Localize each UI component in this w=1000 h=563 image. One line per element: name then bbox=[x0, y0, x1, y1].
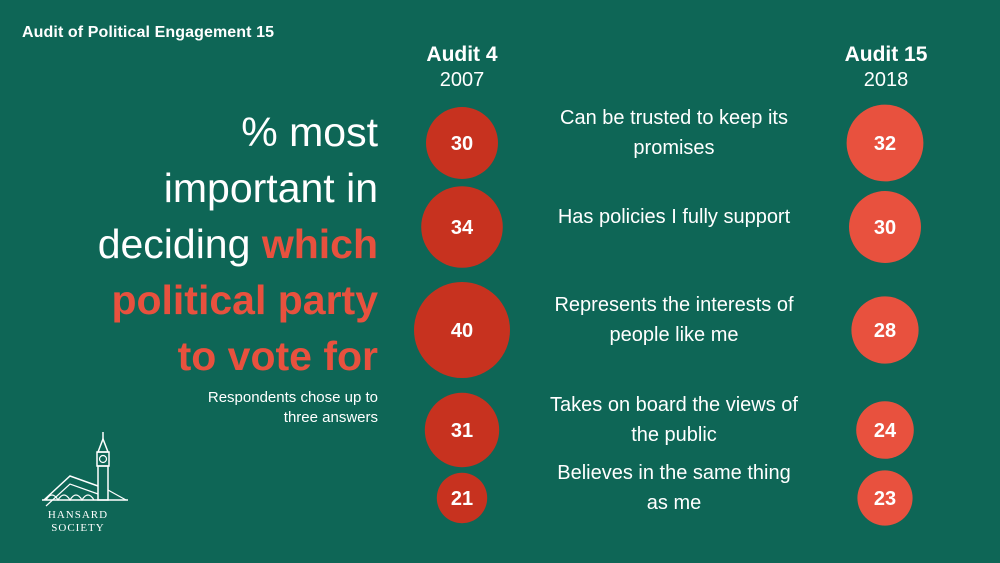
bubble-mark bbox=[857, 470, 913, 526]
hansard-society-logo-icon bbox=[42, 432, 128, 507]
bubble-mark bbox=[414, 282, 510, 378]
column-header-name: Audit 15 bbox=[844, 43, 928, 66]
category-label-2: Has policies I fully support bbox=[558, 206, 791, 228]
category-label-line: the public bbox=[631, 424, 717, 446]
bubble-value-label: 31 bbox=[451, 420, 473, 442]
headline-line-3: deciding which bbox=[18, 216, 378, 272]
bubble-value-label: 21 bbox=[451, 488, 473, 510]
bubble-audit15-5: 23 bbox=[857, 470, 913, 526]
bubble-audit15-3: 28 bbox=[851, 296, 919, 364]
logo-wordmark: HANSARD SOCIETY bbox=[38, 509, 118, 535]
chart-headline: % most important in deciding which polit… bbox=[18, 104, 378, 384]
bubble-audit4-2: 34 bbox=[421, 186, 503, 268]
column-header-audit-15: Audit 15 2018 bbox=[826, 42, 946, 92]
headline-line-2: important in bbox=[163, 165, 378, 211]
respondent-note-line-1: Respondents chose up to bbox=[207, 389, 378, 406]
bubble-audit4-4: 31 bbox=[424, 392, 500, 468]
bubble-mark bbox=[426, 107, 498, 179]
bubble-value-label: 34 bbox=[451, 217, 474, 239]
category-label-5: Believes in the same thing as me bbox=[557, 462, 790, 514]
category-label-line: Represents the interests of bbox=[554, 294, 793, 316]
bubble-mark bbox=[856, 401, 914, 459]
headline-line-3-plain: deciding bbox=[97, 221, 262, 267]
bubble-mark bbox=[421, 186, 503, 268]
headline-line-1: % most bbox=[241, 109, 378, 155]
logo-line-2: SOCIETY bbox=[51, 522, 105, 534]
bubble-value-label: 28 bbox=[874, 320, 896, 342]
bubble-value-label: 32 bbox=[874, 133, 896, 155]
category-label-4: Takes on board the views of the public bbox=[550, 394, 798, 446]
bubble-mark bbox=[849, 191, 921, 263]
bubble-audit15-2: 30 bbox=[849, 191, 921, 263]
headline-line-3-accent: which bbox=[261, 221, 378, 267]
logo-line-1: HANSARD bbox=[47, 509, 109, 521]
bubble-mark bbox=[846, 104, 924, 182]
report-title: Audit of Political Engagement 15 bbox=[22, 24, 275, 41]
category-label-line: as me bbox=[647, 492, 701, 514]
bubble-audit4-1: 30 bbox=[426, 107, 498, 179]
bubble-audit4-5: 21 bbox=[436, 472, 488, 524]
bubble-mark bbox=[424, 392, 500, 468]
bubble-value-label: 40 bbox=[451, 320, 473, 342]
category-label-3: Represents the interests of people like m… bbox=[554, 294, 793, 346]
respondent-note-line-2: three answers bbox=[283, 409, 378, 426]
headline-line-5: to vote for bbox=[177, 333, 378, 379]
category-label-1: Can be trusted to keep its promises bbox=[560, 107, 788, 159]
category-label-line: people like me bbox=[610, 324, 739, 346]
category-label-line: Has policies I fully support bbox=[558, 206, 791, 228]
bubble-value-label: 24 bbox=[874, 420, 897, 442]
headline-line-4: political party bbox=[111, 277, 378, 323]
category-label-line: Believes in the same thing bbox=[557, 462, 790, 484]
bubble-audit15-4: 24 bbox=[856, 401, 914, 459]
bubble-value-label: 23 bbox=[874, 488, 896, 510]
category-label-line: Takes on board the views of bbox=[550, 394, 798, 416]
column-header-audit-4: Audit 4 2007 bbox=[402, 42, 522, 92]
column-header-year: 2018 bbox=[863, 69, 909, 91]
column-header-name: Audit 4 bbox=[426, 43, 498, 66]
respondent-note: Respondents chose up to three answers bbox=[118, 388, 378, 428]
category-label-line: Can be trusted to keep its bbox=[560, 107, 788, 129]
bubble-value-label: 30 bbox=[874, 217, 896, 239]
bubble-value-label: 30 bbox=[451, 133, 473, 155]
bubble-audit4-3: 40 bbox=[414, 282, 510, 378]
bubble-audit15-1: 32 bbox=[846, 104, 924, 182]
category-label-line: promises bbox=[633, 137, 714, 159]
bubble-mark bbox=[436, 472, 488, 524]
bubble-mark bbox=[851, 296, 919, 364]
column-header-year: 2007 bbox=[439, 69, 485, 91]
